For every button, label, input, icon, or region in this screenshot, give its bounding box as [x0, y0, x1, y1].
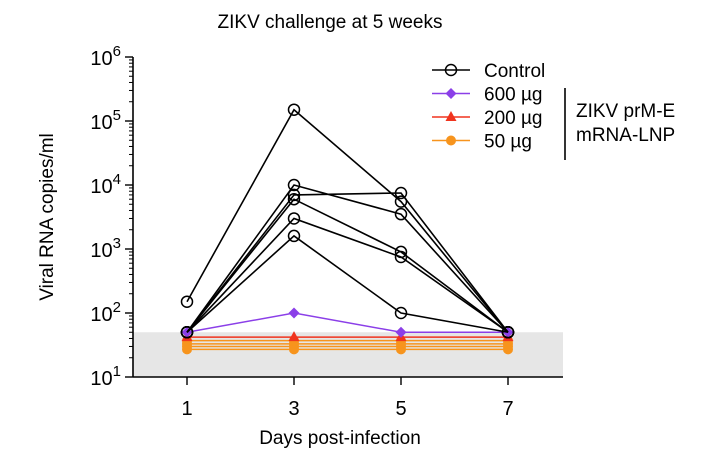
- diamond-marker: [445, 88, 457, 99]
- y-axis-title: Viral RNA copies/ml: [37, 133, 58, 301]
- series-line: [186, 198, 509, 333]
- legend-group-label: ZIKV prM-E: [576, 101, 675, 122]
- series-control: [180, 192, 515, 339]
- series-control: [180, 178, 515, 339]
- series-line: [186, 312, 508, 334]
- series-control: [180, 186, 515, 339]
- open-circle-marker: [394, 306, 408, 320]
- open-circle-marker: [394, 207, 408, 221]
- y-tick-label: 103: [90, 235, 121, 262]
- x-axis: 1 3 5 7: [133, 376, 563, 420]
- legend-label: Control: [484, 61, 545, 82]
- legend-label: 200 µg: [484, 108, 543, 129]
- open-circle-marker: [394, 245, 408, 259]
- legend-label: 50 µg: [484, 132, 532, 153]
- y-tick-label: 105: [90, 107, 121, 134]
- series-line: [186, 234, 509, 334]
- open-circle-marker: [287, 188, 301, 202]
- open-circle-marker: [287, 192, 301, 206]
- circle-marker: [446, 135, 456, 146]
- legend-item: 200 µg: [432, 108, 543, 129]
- y-tick-label: 101: [90, 363, 121, 390]
- open-circle-marker: [180, 295, 194, 308]
- x-axis-title: Days post-infection: [259, 428, 421, 449]
- series-layer: [180, 103, 515, 355]
- chart-title: ZIKV challenge at 5 weeks: [218, 12, 443, 33]
- legend-item: Control: [432, 61, 545, 82]
- diamond-marker: [395, 326, 407, 338]
- x-tick-label: 1: [181, 398, 192, 420]
- legend-label: 600 µg: [484, 85, 543, 106]
- series-line: [186, 192, 509, 333]
- open-circle-marker: [287, 212, 301, 225]
- open-circle-marker: [394, 195, 408, 208]
- legend-group-label: mRNA-LNP: [576, 125, 675, 146]
- legend-item: 50 µg: [432, 132, 532, 153]
- open-circle-marker: [287, 178, 301, 192]
- open-circle-marker: [394, 186, 408, 200]
- x-tick-label: 7: [502, 398, 513, 420]
- x-tick-label: 5: [395, 398, 406, 420]
- series-line: [186, 217, 509, 333]
- limit-of-detection-band: [133, 332, 563, 377]
- open-circle-marker: [180, 326, 194, 339]
- x-tick-label: 3: [288, 398, 299, 420]
- open-circle-marker: [501, 326, 515, 339]
- legend-item: 600 µg: [432, 85, 543, 106]
- open-circle-marker: [287, 103, 301, 116]
- series-control: [180, 103, 515, 339]
- y-axis: 101 102 103 104 105 106: [90, 43, 134, 390]
- y-tick-label: 106: [90, 43, 121, 70]
- series-line: [186, 184, 509, 333]
- open-circle-marker: [287, 229, 301, 243]
- y-tick-label: 104: [90, 171, 121, 198]
- triangle-marker: [445, 111, 457, 121]
- diamond-marker: [288, 307, 300, 319]
- triangle-marker: [288, 331, 300, 342]
- open-circle-marker: [444, 63, 458, 77]
- series-line: [186, 108, 509, 333]
- y-tick-label: 102: [90, 299, 121, 326]
